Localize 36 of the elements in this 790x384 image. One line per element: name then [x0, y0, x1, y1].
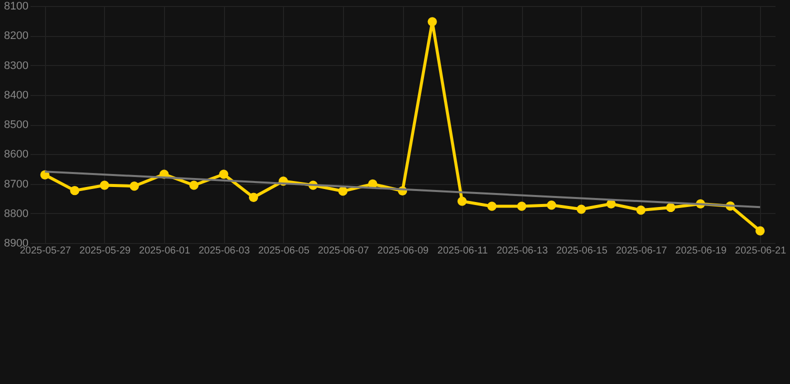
point	[189, 180, 199, 190]
y-tick-label: 8800	[4, 208, 28, 220]
point	[546, 200, 556, 210]
x-tick-label: 2025-06-03	[198, 246, 250, 256]
y-tick-label: 8500	[4, 119, 28, 131]
y-tick-label: 8400	[4, 89, 28, 102]
y-tick-label: 8300	[4, 60, 28, 72]
y-tick-label: 8700	[4, 178, 28, 190]
x-tick-label: 2025-06-11	[437, 246, 488, 256]
point	[338, 186, 348, 196]
point	[428, 17, 437, 26]
point	[636, 206, 646, 215]
y-tick-label: 8100	[4, 0, 28, 12]
x-tick-label: 2025-06-01	[139, 246, 191, 256]
point	[666, 202, 676, 212]
x-tick-label: 2025-06-15	[556, 246, 608, 256]
x-tick-label: 2025-05-29	[79, 246, 132, 256]
x-tick-label: 2025-06-07	[318, 246, 370, 256]
x-tick-label: 2025-06-21	[735, 246, 787, 256]
point	[130, 182, 139, 191]
point	[457, 196, 467, 206]
point	[487, 202, 497, 211]
point	[70, 186, 80, 196]
point	[755, 226, 765, 236]
x-tick-label: 2025-06-19	[675, 246, 728, 256]
y-tick-label: 8600	[4, 148, 28, 161]
x-tick-label: 2025-06-09	[377, 246, 430, 256]
x-tick-label: 2025-06-17	[616, 246, 668, 256]
x-tick-label: 2025-06-13	[496, 246, 548, 256]
point	[100, 180, 110, 190]
point	[248, 192, 258, 202]
point	[517, 202, 526, 211]
point	[219, 170, 228, 179]
x-tick-label: 2025-06-05	[258, 246, 310, 256]
point	[576, 204, 586, 214]
y-tick-label: 8200	[4, 30, 28, 42]
